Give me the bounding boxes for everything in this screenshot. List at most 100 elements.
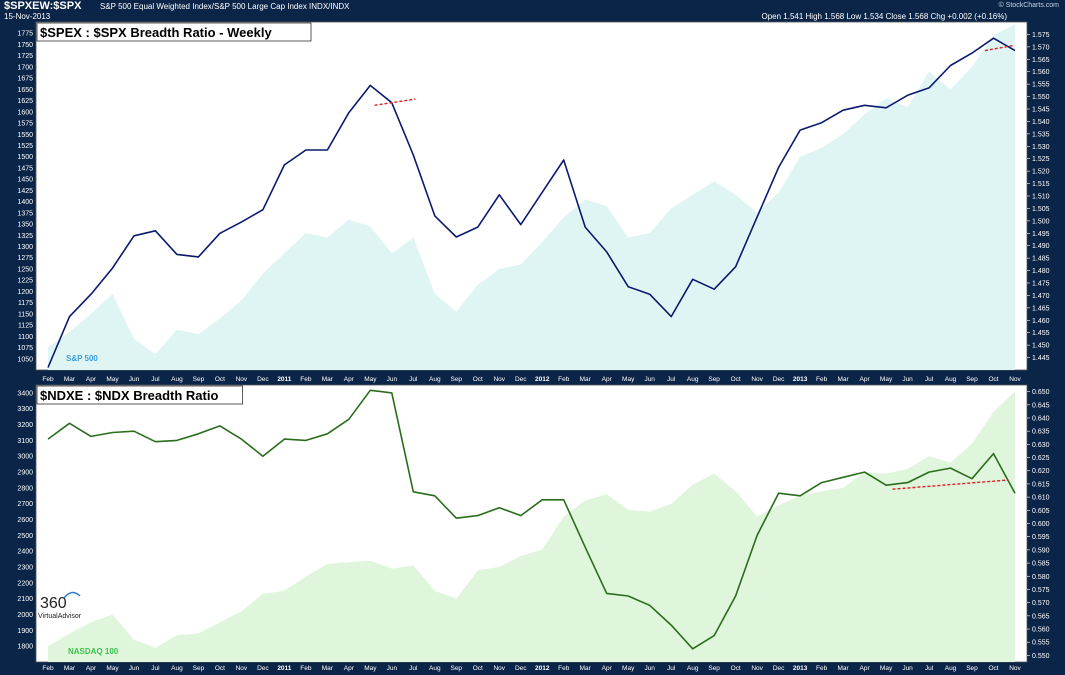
left-tick-label: 1725 <box>17 53 33 60</box>
logo-swoosh-icon <box>63 591 81 599</box>
right-tick-label: 0.580 <box>1032 574 1050 581</box>
logo-text: VirtualAdvisor <box>38 613 82 620</box>
left-tick-label: 2200 <box>17 580 33 587</box>
left-tick-label: 1675 <box>17 76 33 83</box>
right-tick-label: 1.525 <box>1032 156 1050 163</box>
right-tick-label: 0.640 <box>1032 415 1050 422</box>
x-tick-label: Nov <box>751 665 763 672</box>
chart-panel-1: $SPEX : $SPX Breadth Ratio - Weekly S&P 5… <box>17 21 1050 383</box>
x-tick-label: May <box>364 665 377 672</box>
left-tick-label: 1575 <box>17 121 33 128</box>
right-tick-label: 1.470 <box>1032 293 1050 300</box>
left-tick-label: 2500 <box>17 533 33 540</box>
x-tick-label: Jun <box>644 376 655 383</box>
x-tick-label: 2011 <box>277 376 291 383</box>
x-tick-label: Jul <box>925 665 934 672</box>
right-tick-label: 0.585 <box>1032 561 1050 568</box>
chart-title-bg <box>36 22 312 42</box>
chart-date: 15-Nov-2013 <box>4 12 51 21</box>
right-tick-label: 0.570 <box>1032 600 1050 607</box>
left-tick-label: 3200 <box>17 422 33 429</box>
left-tick-label: 1600 <box>17 109 33 116</box>
chart-title-box: $SPEX : $SPX Breadth Ratio - Weekly <box>36 22 312 42</box>
x-tick-label: Sep <box>450 376 462 383</box>
x-tick-label: Oct <box>731 376 741 383</box>
right-tick-label: 1.485 <box>1032 256 1050 263</box>
left-tick-label: 1450 <box>17 177 33 184</box>
left-tick-label: 1900 <box>17 628 33 635</box>
x-tick-label: Nov <box>1009 665 1021 672</box>
x-tick-label: Mar <box>580 665 592 672</box>
chart-title: $SPEX : $SPX Breadth Ratio - Weekly <box>40 25 272 40</box>
x-tick-label: Sep <box>193 376 205 383</box>
right-tick-label: 1.520 <box>1032 169 1050 176</box>
x-tick-label: Sep <box>708 665 720 672</box>
right-tick-label: 1.460 <box>1032 318 1050 325</box>
left-tick-label: 1525 <box>17 143 33 150</box>
x-tick-label: Mar <box>322 376 334 383</box>
left-tick-label: 1425 <box>17 188 33 195</box>
x-tick-label: May <box>106 376 119 383</box>
x-tick-label: Sep <box>450 665 462 672</box>
x-tick-label: 2012 <box>535 665 550 672</box>
left-tick-label: 1475 <box>17 165 33 172</box>
right-tick-label: 1.445 <box>1032 355 1050 362</box>
x-tick-label: Aug <box>171 665 183 672</box>
right-tick-label: 1.555 <box>1032 82 1050 89</box>
x-tick-label: Sep <box>966 665 978 672</box>
left-tick-label: 1700 <box>17 64 33 71</box>
line-series <box>47 37 1016 368</box>
x-tick-label: Nov <box>493 665 505 672</box>
x-tick-label: Apr <box>344 376 355 383</box>
x-tick-label: 2013 <box>793 665 808 672</box>
right-tick-label: 1.510 <box>1032 194 1050 201</box>
right-tick-label: 1.535 <box>1032 131 1050 138</box>
left-tick-label: 1400 <box>17 199 33 206</box>
x-tick-label: Aug <box>429 376 441 383</box>
x-tick-label: Oct <box>215 376 225 383</box>
left-tick-label: 3100 <box>17 438 33 445</box>
x-tick-label: Aug <box>171 376 183 383</box>
x-tick-label: Mar <box>64 376 76 383</box>
x-tick-label: Apr <box>344 665 355 672</box>
x-tick-label: Jun <box>129 376 140 383</box>
x-tick-label: Oct <box>473 376 483 383</box>
x-tick-label: Apr <box>86 665 97 672</box>
x-tick-label: Jun <box>902 376 913 383</box>
left-tick-label: 1275 <box>17 255 33 262</box>
x-tick-label: May <box>106 665 119 672</box>
x-tick-label: Sep <box>966 376 978 383</box>
area-series <box>48 24 1015 370</box>
plot-layer <box>47 24 1016 370</box>
x-tick-label: 2011 <box>277 665 291 672</box>
x-tick-label: Feb <box>558 376 570 383</box>
x-tick-label: Mar <box>837 665 849 672</box>
right-tick-label: 1.565 <box>1032 57 1050 64</box>
left-tick-label: 1075 <box>17 345 33 352</box>
area-series-label: NASDAQ 100 <box>68 647 119 656</box>
left-tick-label: 1550 <box>17 132 33 139</box>
right-tick-label: 1.540 <box>1032 119 1050 126</box>
left-tick-label: 1800 <box>17 644 33 651</box>
x-tick-label: Sep <box>708 376 720 383</box>
right-tick-label: 0.565 <box>1032 613 1050 620</box>
right-tick-label: 0.625 <box>1032 455 1050 462</box>
x-tick-label: Oct <box>988 376 998 383</box>
x-tick-label: May <box>880 665 893 672</box>
right-tick-label: 1.530 <box>1032 144 1050 151</box>
left-tick-label: 3300 <box>17 406 33 413</box>
x-tick-label: Aug <box>687 376 699 383</box>
x-tick-label: Aug <box>429 665 441 672</box>
x-tick-label: Nov <box>236 376 248 383</box>
x-tick-label: Nov <box>751 376 763 383</box>
x-tick-label: Jun <box>129 665 140 672</box>
left-tick-label: 1125 <box>18 323 33 330</box>
right-tick-label: 0.650 <box>1032 389 1050 396</box>
x-tick-label: Mar <box>837 376 849 383</box>
right-tick-label: 1.575 <box>1032 32 1050 39</box>
line-series <box>47 389 1016 650</box>
right-tick-label: 0.635 <box>1032 429 1050 436</box>
x-tick-label: Jul <box>151 665 160 672</box>
right-tick-label: 1.545 <box>1032 107 1050 114</box>
left-tick-label: 1650 <box>17 87 33 94</box>
